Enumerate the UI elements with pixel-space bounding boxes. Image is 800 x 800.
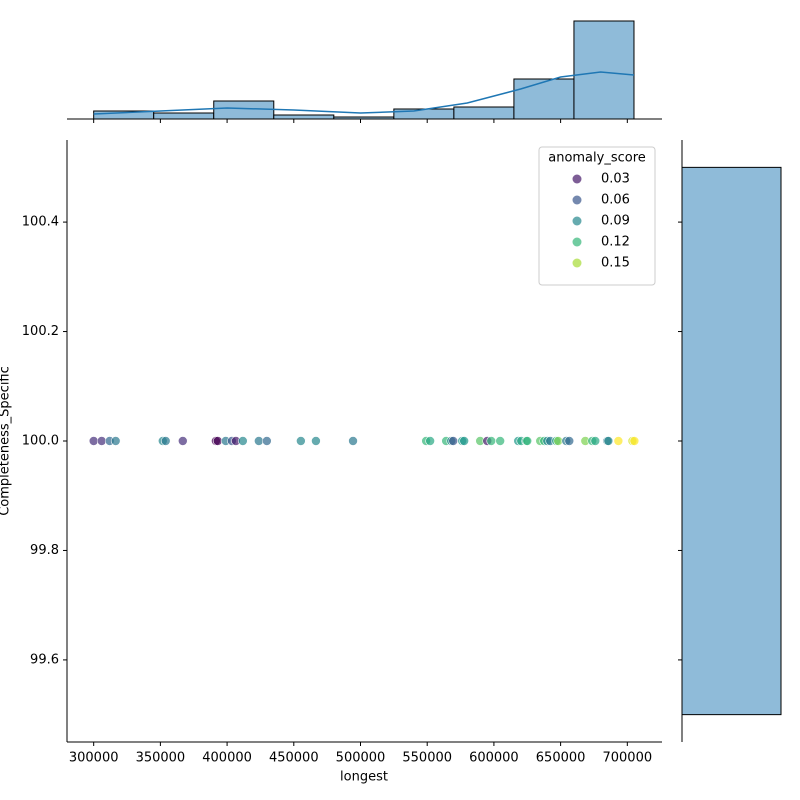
scatter-point xyxy=(177,436,188,446)
kde-line xyxy=(93,71,635,115)
y-tick-label: 100.2 xyxy=(22,324,59,339)
hist-bar xyxy=(573,20,635,120)
hist-bar xyxy=(453,106,515,120)
y-tick-label: 100.0 xyxy=(22,434,59,449)
scatter-point xyxy=(296,436,306,446)
scatter-point xyxy=(459,436,469,446)
scatter-point xyxy=(88,436,99,446)
scatter-point xyxy=(522,436,533,446)
scatter-point xyxy=(311,436,321,446)
y-tick-label: 99.6 xyxy=(30,652,59,667)
legend-label: 0.09 xyxy=(601,214,630,229)
hist-bar xyxy=(393,108,455,120)
scatter-point xyxy=(448,436,459,446)
scatter-point xyxy=(590,436,601,446)
y-axis-label: Completeness_Specific xyxy=(0,366,13,516)
hist-bar xyxy=(681,166,782,716)
x-tick-label: 600000 xyxy=(469,751,519,766)
hist-bar xyxy=(273,114,335,120)
scatter-point xyxy=(425,436,435,446)
scatter-point xyxy=(495,436,505,446)
scatter-point xyxy=(613,436,624,446)
legend-label: 0.06 xyxy=(601,193,630,208)
scatter-point xyxy=(348,436,358,446)
scatter-point xyxy=(238,436,248,446)
x-tick-label: 350000 xyxy=(136,751,186,766)
legend-label: 0.15 xyxy=(601,256,630,271)
x-tick-label: 300000 xyxy=(69,751,119,766)
x-tick-label: 650000 xyxy=(536,751,586,766)
scatter-point xyxy=(160,436,171,446)
legend-marker xyxy=(572,216,582,226)
scatter-point xyxy=(212,436,223,446)
scatter-point xyxy=(629,436,640,446)
legend-marker xyxy=(572,195,582,205)
scatter-point xyxy=(110,436,121,446)
y-tick-label: 100.4 xyxy=(22,215,59,230)
legend-marker xyxy=(572,237,582,247)
x-tick-label: 500000 xyxy=(336,751,386,766)
legend-box xyxy=(538,146,656,286)
scatter-point xyxy=(262,436,272,446)
legend-marker xyxy=(572,174,582,184)
x-tick-label: 450000 xyxy=(269,751,319,766)
hist-bar xyxy=(213,100,275,120)
x-axis-label: longest xyxy=(340,770,388,785)
scatter-point xyxy=(254,436,264,446)
legend-title: anomaly_score xyxy=(548,151,646,166)
x-tick-label: 400000 xyxy=(202,751,252,766)
legend-marker xyxy=(572,258,582,268)
x-tick-label: 550000 xyxy=(402,751,452,766)
scatter-point xyxy=(486,436,497,446)
scatter-point xyxy=(564,436,575,446)
hist-bar xyxy=(513,78,575,120)
hist-bar xyxy=(153,112,215,120)
legend-label: 0.12 xyxy=(601,235,630,250)
x-tick-label: 700000 xyxy=(602,751,652,766)
scatter-point xyxy=(603,436,614,446)
scatter-point xyxy=(96,436,107,446)
legend-label: 0.03 xyxy=(601,172,630,187)
scatter-point xyxy=(553,436,564,446)
y-tick-label: 99.8 xyxy=(30,543,59,558)
